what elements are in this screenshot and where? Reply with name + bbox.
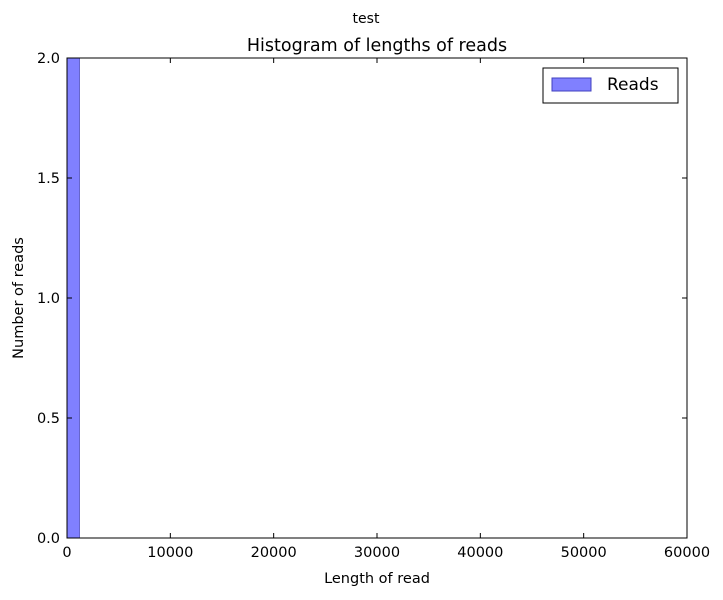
x-tick-label: 50000 (561, 545, 607, 561)
x-tick-label: 10000 (147, 545, 193, 561)
chart-suptitle: test (353, 11, 380, 27)
y-axis-ticks: 0.0 0.5 1.0 1.5 2.0 (37, 51, 687, 547)
chart-title: Histogram of lengths of reads (247, 36, 507, 56)
y-axis-label: Number of reads (11, 237, 27, 359)
y-tick-label: 0.0 (37, 531, 60, 547)
x-axis-label: Length of read (324, 571, 430, 587)
legend-swatch (551, 77, 592, 92)
x-tick-label: 40000 (457, 545, 503, 561)
plot-frame (66, 57, 688, 539)
legend: Reads (542, 67, 679, 104)
legend-label-reads: Reads (607, 75, 659, 95)
x-tick-label: 30000 (354, 545, 400, 561)
y-tick-label: 1.5 (37, 171, 60, 187)
plot-area (67, 58, 687, 538)
x-axis-ticks: 0 10000 20000 30000 40000 50000 60000 (62, 58, 710, 561)
y-tick-label: 1.0 (37, 291, 60, 307)
x-tick-label: 60000 (664, 545, 710, 561)
y-tick-label: 2.0 (37, 51, 60, 67)
y-tick-label: 0.5 (37, 411, 60, 427)
x-tick-label: 0 (62, 545, 71, 561)
x-tick-label: 20000 (251, 545, 297, 561)
